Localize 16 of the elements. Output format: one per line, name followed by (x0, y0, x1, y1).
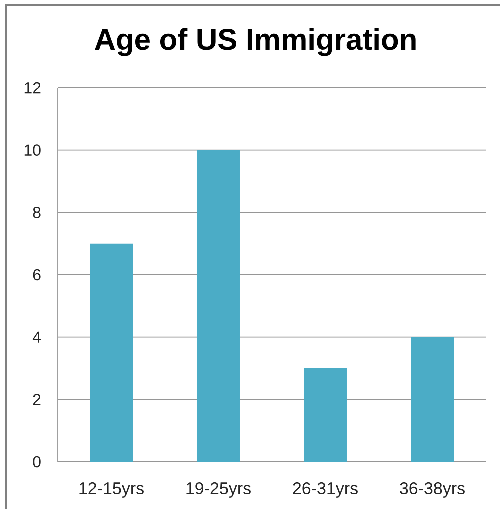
bar (197, 150, 240, 462)
chart-title: Age of US Immigration (95, 28, 416, 56)
y-tick-label: 2 (33, 394, 41, 406)
x-tick-label: 36-38yrs (400, 482, 465, 498)
x-tick-label: 19-25yrs (186, 482, 251, 498)
x-tick-label: 26-31yrs (293, 482, 358, 498)
bar (304, 368, 347, 462)
y-tick-label: 4 (32, 332, 42, 343)
y-tick-label: 10 (24, 144, 41, 156)
y-tick-label: 0 (33, 456, 41, 468)
y-tick-label: 8 (33, 206, 41, 218)
bar (411, 337, 454, 462)
y-tick-label: 12 (24, 82, 41, 94)
y-tick-label: 6 (33, 269, 41, 281)
x-tick-label: 12-15yrs (80, 482, 144, 498)
bar (90, 244, 133, 462)
